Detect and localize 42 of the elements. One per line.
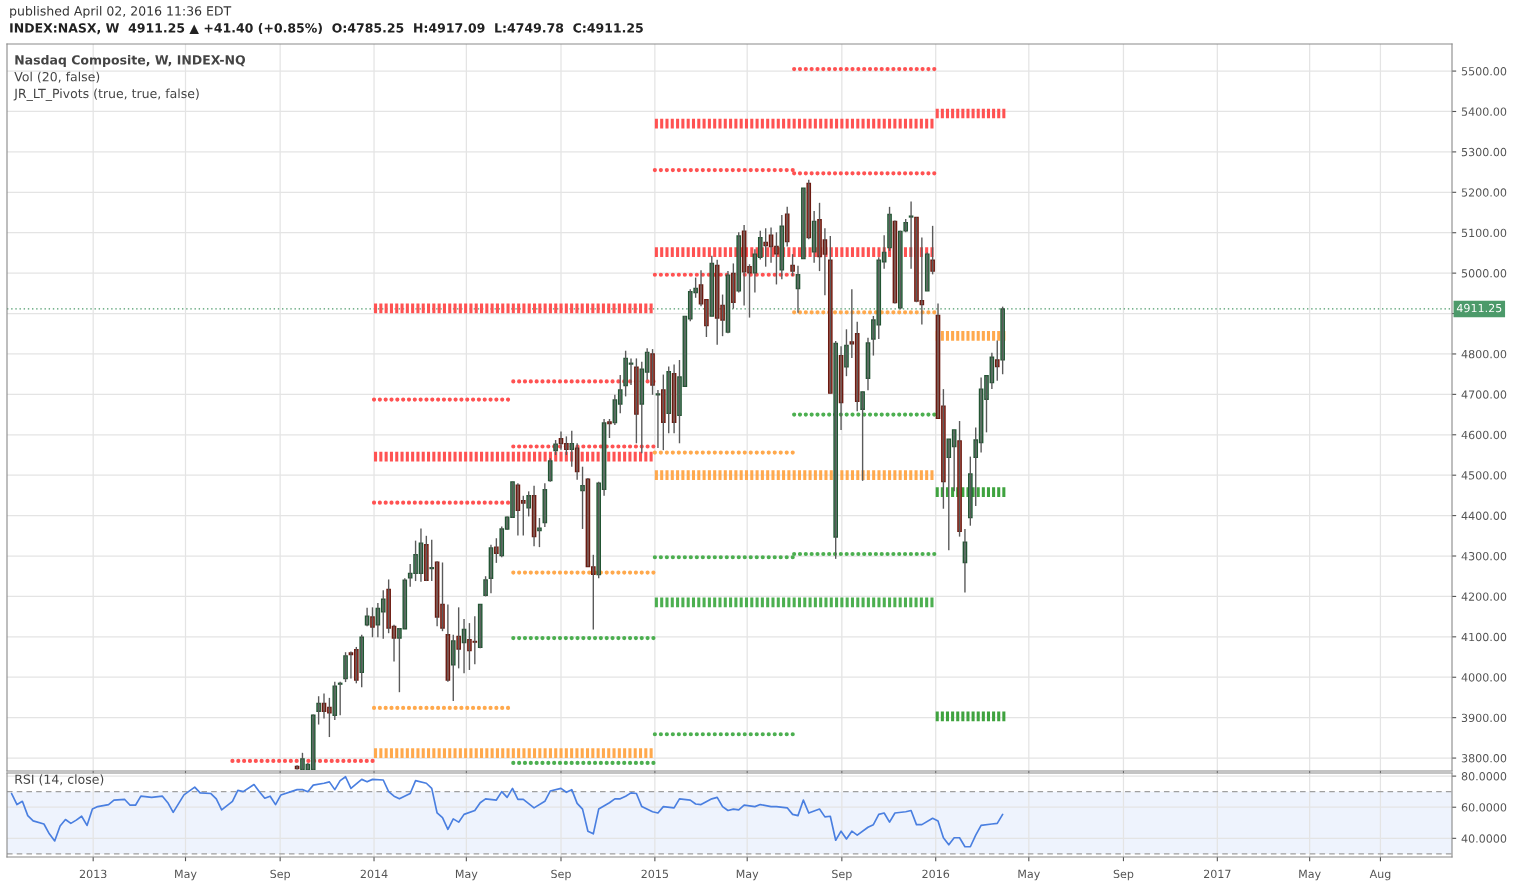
y-tick-label: 4000.00 xyxy=(1461,673,1507,682)
x-tick-label: 2017 xyxy=(1204,869,1231,879)
annotation: Vol (20, false) xyxy=(14,71,100,83)
chart-title: RSI (14, close) xyxy=(15,774,104,786)
annotation: JR_LT_Pivots (true, true, false) xyxy=(13,88,199,101)
y-tick-label: 4200.00 xyxy=(1461,592,1507,601)
y-tick-label: 4700.00 xyxy=(1461,390,1507,399)
x-tick-label: May xyxy=(455,869,478,881)
text: INDEX:NASX, W 4911.25 ▲ +41.40 (+0.85%) O:4785.25 H:4917.09 L:4749.78 C:4911.25 xyxy=(10,22,643,35)
x-tick-label: May xyxy=(1018,869,1040,881)
y-tick-label: 5000.00 xyxy=(1461,269,1507,278)
y-tick-label: 5400.00 xyxy=(1461,107,1507,116)
x-tick-label: 2014 xyxy=(360,869,388,879)
x-tick-label: Sep xyxy=(1113,869,1134,881)
x-tick-label: Sep xyxy=(551,869,571,881)
x-tick-label: Aug xyxy=(1369,869,1391,881)
y-tick-label: 5300.00 xyxy=(1461,147,1507,157)
text: Nasdaq Composite, W, INDEX-NQ xyxy=(15,54,246,67)
ref-line-label: 4911.25 xyxy=(1456,303,1502,313)
x-tick-label: 2015 xyxy=(641,869,669,879)
y-tick-label: 40.0000 xyxy=(1461,834,1507,843)
x-tick-label: 2013 xyxy=(79,869,107,879)
y-tick-label: 3900.00 xyxy=(1461,713,1507,723)
x-tick-label: May xyxy=(175,869,197,881)
y-tick-label: 3800.00 xyxy=(1461,754,1507,763)
y-tick-label: 5500.00 xyxy=(1461,67,1507,76)
y-tick-label: 80.0000 xyxy=(1461,772,1507,781)
y-tick-label: 60.0000 xyxy=(1461,803,1507,812)
y-tick-label: 4300.00 xyxy=(1461,551,1507,561)
y-tick-label: 4500.00 xyxy=(1461,471,1507,480)
x-tick-label: May xyxy=(736,869,759,881)
x-tick-label: May xyxy=(1299,869,1321,881)
text: published April 02, 2016 11:36 EDT xyxy=(10,5,232,19)
x-tick-label: Sep xyxy=(832,869,852,881)
y-tick-label: 4800.00 xyxy=(1461,349,1507,359)
x-tick-label: Sep xyxy=(270,869,291,881)
y-tick-label: 4600.00 xyxy=(1461,430,1507,440)
y-tick-label: 5200.00 xyxy=(1461,188,1507,197)
y-tick-label: 4400.00 xyxy=(1461,511,1507,520)
y-tick-label: 4100.00 xyxy=(1461,632,1507,642)
y-tick-label: 5100.00 xyxy=(1461,228,1507,238)
x-tick-label: 2016 xyxy=(922,869,950,879)
